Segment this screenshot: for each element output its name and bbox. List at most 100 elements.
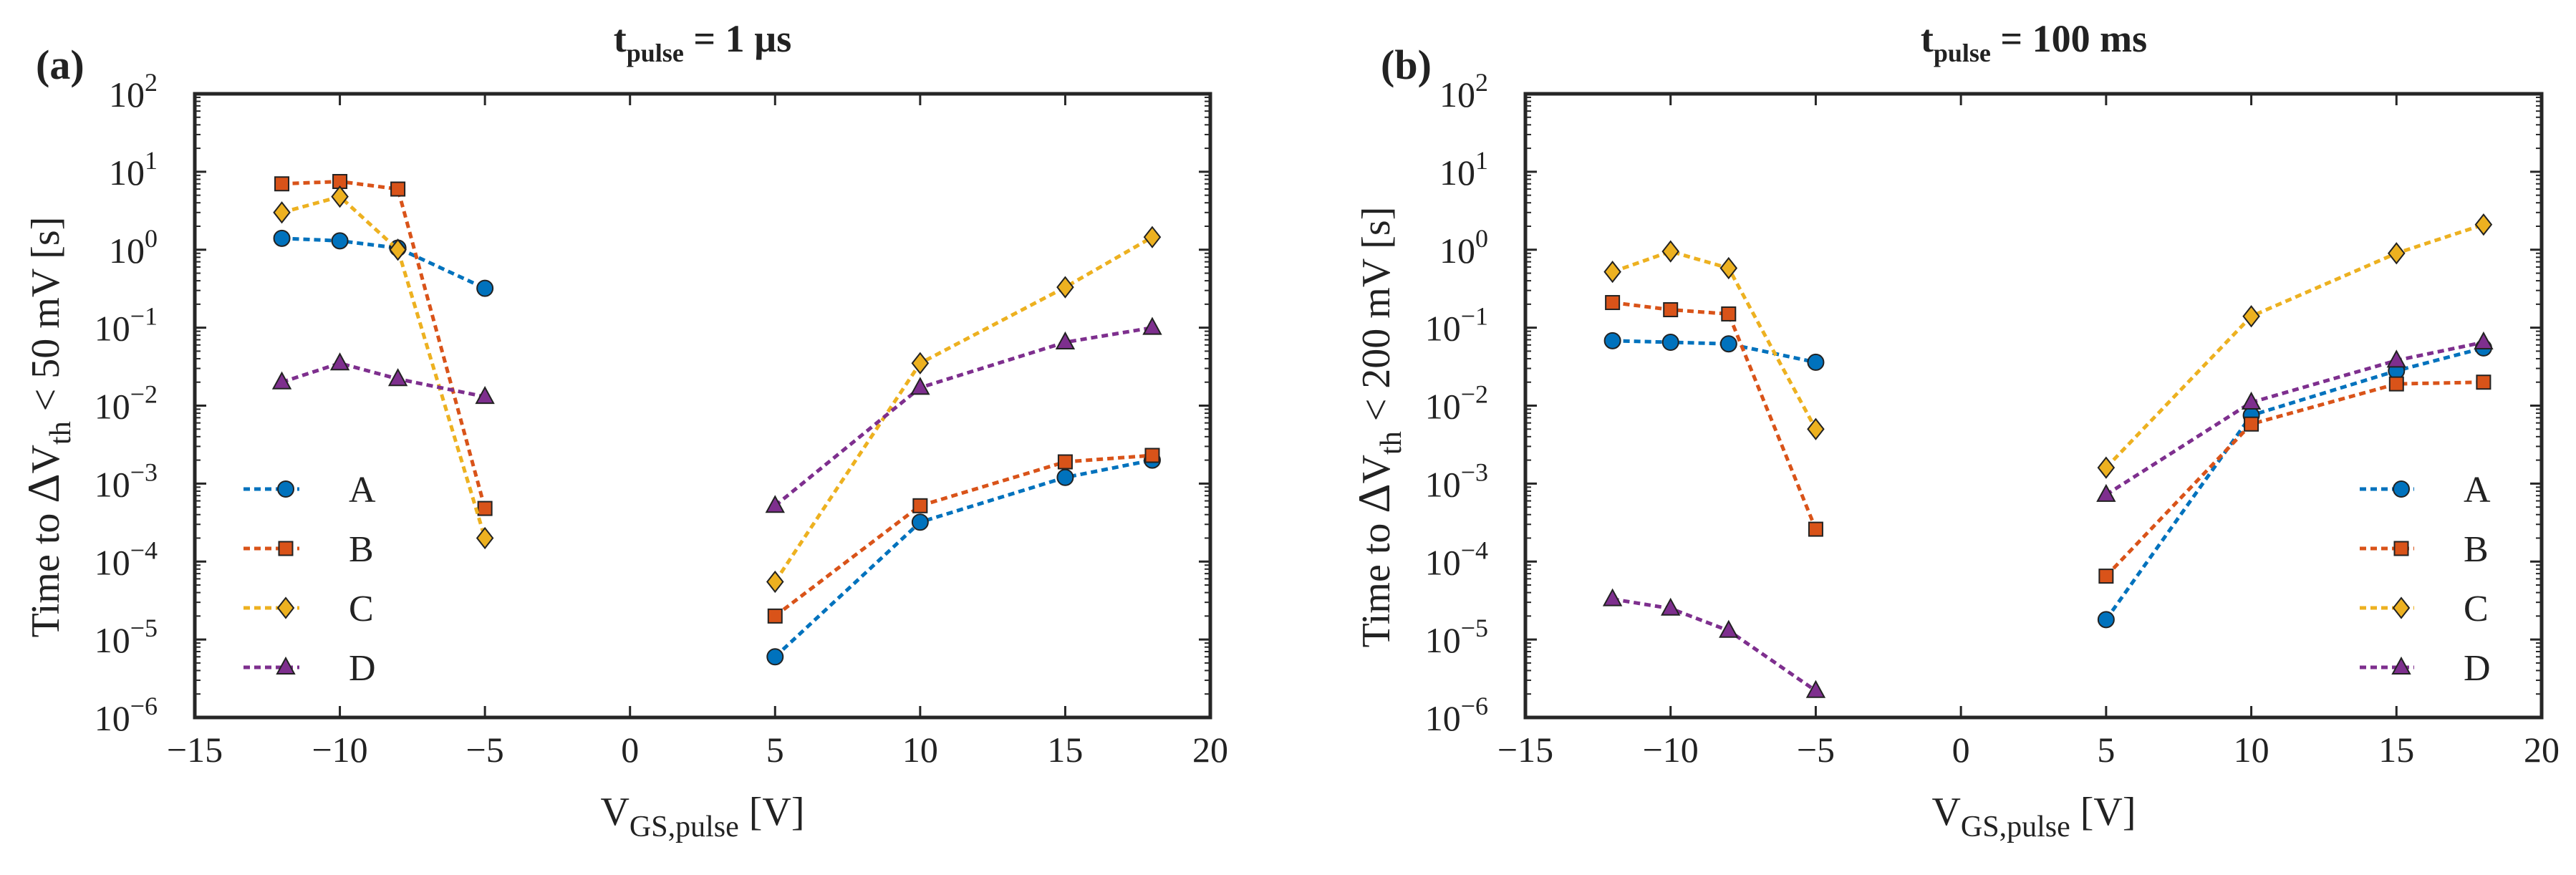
series-line — [773, 458, 1153, 659]
data-point — [1719, 619, 1739, 638]
data-point — [1143, 226, 1162, 248]
x-tick-label: 10 — [902, 730, 938, 770]
ylabel-prefix: Time to — [24, 503, 68, 638]
data-point — [766, 570, 784, 594]
ylabel-suffix: < 200 mV [s] — [1354, 207, 1399, 432]
data-point — [331, 185, 349, 208]
data-point — [1808, 521, 1823, 537]
series-line — [1612, 301, 1818, 531]
y-tick-label: 101 — [109, 146, 158, 193]
y-tick-exponent: 2 — [145, 68, 158, 97]
x-axis-label: VGS,pulse [V] — [1931, 790, 2136, 843]
data-point — [2241, 391, 2262, 410]
series-d — [1602, 331, 2494, 698]
y-tick-exponent: 0 — [1475, 224, 1488, 253]
legend-label: D — [349, 648, 376, 689]
legend-marker — [2393, 541, 2409, 556]
y-tick-base: 10 — [1425, 698, 1461, 738]
series-b — [1605, 295, 2491, 584]
data-point — [2244, 416, 2259, 432]
xlabel-unit: [V] — [739, 790, 805, 834]
y-tick-label: 101 — [1439, 146, 1488, 193]
x-tick-label: −15 — [167, 730, 223, 770]
series-line — [2105, 340, 2484, 497]
xlabel-subscript: GS,pulse — [1961, 811, 2070, 843]
y-tick-label: 100 — [1439, 224, 1488, 271]
data-point — [1661, 333, 1679, 351]
data-point — [2242, 305, 2260, 328]
series-line — [773, 326, 1153, 508]
series-line — [2105, 380, 2484, 578]
legend-label: D — [2464, 648, 2491, 689]
y-tick-base: 10 — [95, 620, 130, 660]
series-line — [1612, 339, 1816, 364]
data-point — [329, 352, 350, 371]
y-tick-exponent: −3 — [130, 458, 158, 486]
y-tick-exponent: −5 — [130, 614, 158, 642]
series-line — [1612, 597, 1817, 692]
legend-label: C — [349, 589, 374, 629]
data-point — [273, 201, 291, 224]
legend-label: A — [2464, 470, 2491, 511]
data-point — [477, 501, 493, 516]
data-point — [1056, 468, 1074, 486]
x-tick-label: 0 — [621, 730, 639, 770]
legend-marker — [276, 656, 296, 675]
panel-label: (a) — [36, 42, 85, 88]
series-c — [273, 185, 1162, 594]
data-point — [476, 526, 494, 550]
title-main: t — [614, 17, 627, 60]
series-line — [2104, 346, 2484, 621]
y-axis-label: Time to ΔVth < 200 mV [s] — [1349, 207, 1408, 648]
y-tick-exponent: −4 — [1461, 536, 1488, 564]
data-point — [1807, 353, 1825, 371]
x-tick-label: −5 — [466, 730, 504, 770]
x-tick-label: −10 — [1643, 730, 1699, 770]
y-tick-exponent: 1 — [145, 146, 158, 175]
y-tick-exponent: 1 — [1475, 146, 1488, 175]
y-tick-base: 10 — [1425, 542, 1461, 582]
y-tick-label: 100 — [109, 224, 158, 271]
xlabel-main: V — [1931, 790, 1960, 834]
y-tick-label: 10−1 — [1425, 302, 1488, 349]
data-point — [2474, 213, 2493, 236]
series-line — [1611, 249, 1818, 430]
title-main: t — [1921, 17, 1934, 60]
data-point — [912, 498, 928, 513]
legend-marker — [2393, 480, 2410, 498]
y-tick-base: 10 — [1439, 74, 1475, 115]
legend-marker — [278, 541, 294, 556]
chart-title: tpulse = 1 µs — [614, 17, 791, 67]
y-tick-label: 10−5 — [95, 614, 158, 660]
series-line — [281, 194, 487, 539]
data-point — [2097, 456, 2116, 479]
y-tick-label: 102 — [109, 68, 158, 115]
data-point — [1661, 240, 1679, 263]
legend-label: A — [349, 470, 376, 511]
y-tick-label: 10−3 — [95, 458, 158, 504]
data-point — [2476, 374, 2491, 390]
y-tick-exponent: −1 — [1461, 302, 1488, 331]
data-point — [765, 495, 785, 513]
data-point — [1057, 454, 1073, 470]
legend-label: B — [349, 529, 374, 570]
y-tick-base: 10 — [109, 153, 145, 193]
data-point — [475, 386, 495, 405]
y-tick-label: 10−6 — [1425, 692, 1488, 738]
data-point — [1719, 335, 1737, 353]
y-tick-exponent: −2 — [130, 380, 158, 409]
x-tick-label: 15 — [1047, 730, 1083, 770]
x-tick-label: 10 — [2234, 730, 2269, 770]
title-rest: = 100 ms — [1991, 17, 2147, 60]
data-point — [274, 176, 290, 192]
data-point — [273, 229, 291, 247]
series-line — [281, 179, 487, 509]
panel-b: −15 −10 −5 0 5 10 15 2010−610−510−410−310−210−1… — [1349, 17, 2560, 843]
data-point — [1144, 448, 1160, 463]
y-tick-label: 10−3 — [1425, 458, 1488, 504]
data-point — [911, 513, 929, 531]
y-tick-base: 10 — [95, 542, 130, 582]
